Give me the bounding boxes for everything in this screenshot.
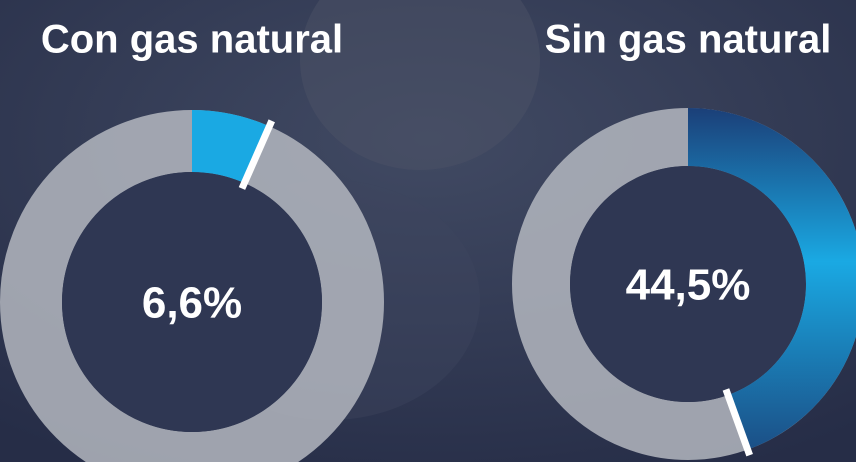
infographic: Con gas natural 6,6% Sin gas natural 44,5% [0, 0, 856, 462]
value-label: 44,5% [626, 261, 751, 310]
value-label: 6,6% [142, 279, 242, 328]
chart-title: Sin gas natural [545, 18, 832, 62]
chart-title: Con gas natural [41, 18, 343, 62]
